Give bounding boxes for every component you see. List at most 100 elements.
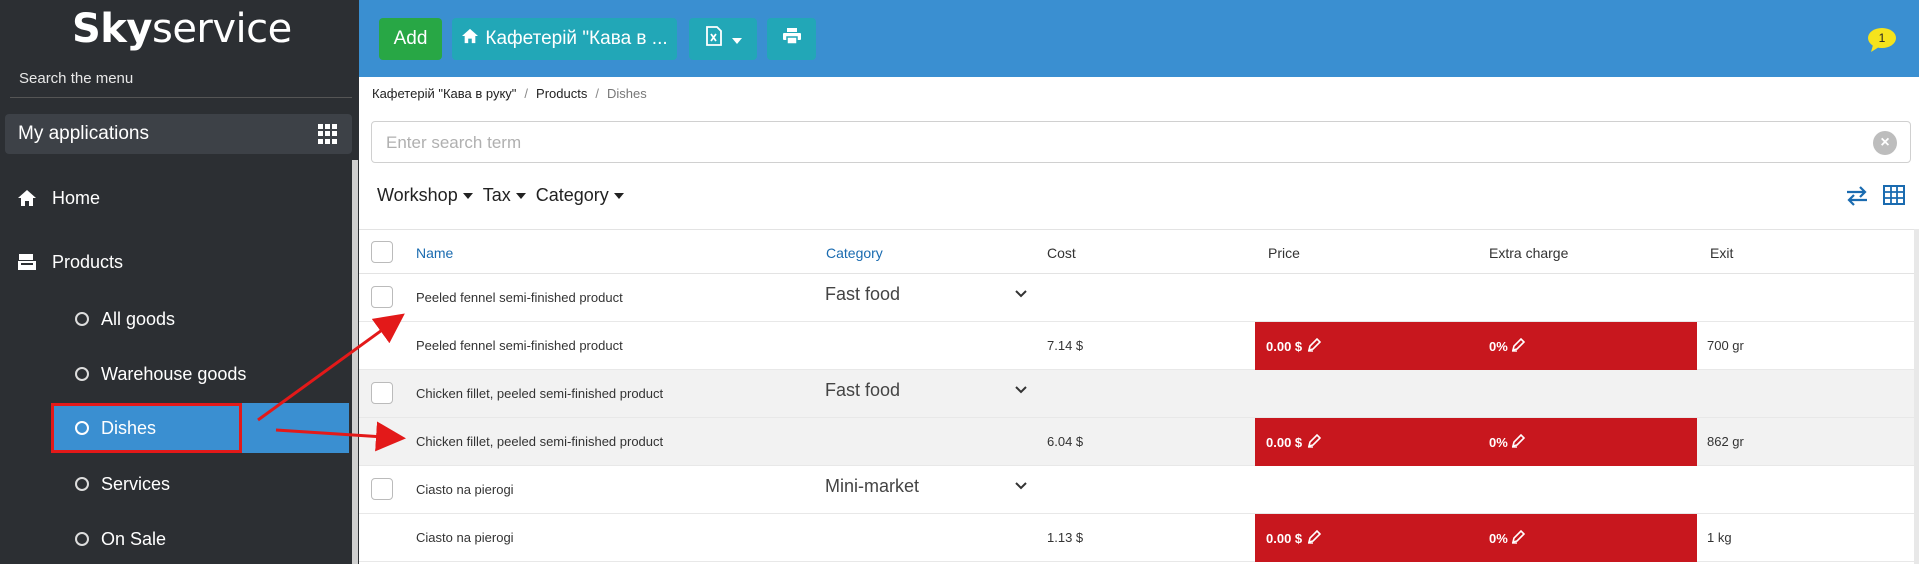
chevron-down-icon	[462, 192, 473, 199]
extra-charge-cell[interactable]: 0%	[1476, 322, 1697, 370]
table-row[interactable]: Ciasto na pierogi 1.13 $ 0.00 $ 0% 1 kg	[359, 514, 1916, 562]
sidebar-item-warehouse-goods[interactable]: Warehouse goods	[51, 349, 349, 399]
sidebar-item-all-goods[interactable]: All goods	[51, 294, 349, 344]
price-cell[interactable]: 0.00 $	[1255, 322, 1476, 370]
row-exit: 700 gr	[1707, 338, 1744, 353]
breadcrumb: Кафетерій "Кава в руку" / Products / Dis…	[372, 86, 647, 101]
sidebar-item-label: All goods	[101, 308, 176, 329]
my-applications-button[interactable]: My applications	[5, 114, 352, 154]
circle-icon	[75, 312, 89, 326]
row-exit: 862 gr	[1707, 434, 1744, 449]
edit-icon[interactable]	[1511, 529, 1525, 547]
row-name: Ciasto na pierogi	[416, 530, 514, 545]
circle-icon	[75, 532, 89, 546]
header-name[interactable]: Name	[416, 245, 454, 261]
row-price: 0.00 $	[1266, 530, 1303, 546]
sidebar: Skyservice Search the menu My applicatio…	[0, 0, 359, 564]
category-select[interactable]: Fast food	[825, 380, 901, 400]
table-row[interactable]: Peeled fennel semi-finished product Fast…	[359, 274, 1916, 322]
header-cost: Cost	[1047, 245, 1076, 261]
sidebar-item-label: Products	[52, 251, 124, 272]
row-price: 0.00 $	[1266, 338, 1303, 354]
row-name: Peeled fennel semi-finished product	[416, 290, 623, 305]
notifications-icon[interactable]: 1	[1867, 27, 1897, 53]
row-name: Ciasto na pierogi	[416, 482, 514, 497]
cash-register-icon	[16, 251, 38, 273]
header-category[interactable]: Category	[826, 245, 883, 261]
circle-icon	[75, 477, 89, 491]
filter-tax[interactable]: Tax	[483, 185, 526, 206]
sidebar-item-label: Home	[52, 187, 101, 208]
extra-charge-cell[interactable]: 0%	[1476, 418, 1697, 466]
row-cost: 7.14 $	[1047, 338, 1084, 353]
table-row[interactable]: Ciasto na pierogi Mini-market	[359, 466, 1916, 514]
page-scrollbar[interactable]	[1914, 229, 1919, 564]
select-all-checkbox[interactable]	[371, 241, 393, 263]
extra-charge-cell[interactable]: 0%	[1476, 514, 1697, 562]
row-extra-charge: 0%	[1489, 338, 1508, 354]
add-button[interactable]: Add	[379, 18, 442, 60]
category-select[interactable]: Fast food	[825, 284, 901, 304]
excel-icon	[705, 26, 723, 52]
edit-icon[interactable]	[1511, 337, 1525, 355]
filter-category[interactable]: Category	[536, 185, 624, 206]
edit-icon[interactable]	[1307, 529, 1322, 547]
swap-icon[interactable]	[1845, 185, 1869, 212]
sidebar-scrollbar[interactable]	[352, 160, 358, 564]
header-exit: Exit	[1710, 245, 1734, 261]
category-select[interactable]: Mini-market	[825, 476, 920, 496]
chevron-down-icon[interactable]	[1015, 478, 1027, 493]
filter-workshop[interactable]: Workshop	[377, 185, 473, 206]
chevron-down-icon	[731, 28, 742, 50]
shop-select-button[interactable]: Кафетерій "Кава в ...	[452, 18, 677, 60]
chevron-down-icon[interactable]	[1015, 382, 1027, 397]
row-cost: 6.04 $	[1047, 434, 1084, 449]
row-extra-charge: 0%	[1489, 434, 1508, 450]
header-price: Price	[1268, 245, 1300, 261]
table-header: Name Category Cost Price Extra charge Ex…	[359, 229, 1916, 274]
search-input[interactable]	[386, 130, 1846, 156]
sidebar-item-label: Services	[101, 473, 171, 494]
print-button[interactable]	[767, 18, 816, 60]
row-checkbox[interactable]	[371, 382, 393, 404]
sidebar-item-on-sale[interactable]: On Sale	[51, 514, 349, 564]
highlight-box	[51, 403, 242, 453]
table-view-icon[interactable]	[1883, 185, 1905, 212]
table-row[interactable]: Chicken fillet, peeled semi-finished pro…	[359, 418, 1916, 466]
edit-icon[interactable]	[1307, 337, 1322, 355]
row-checkbox[interactable]	[371, 478, 393, 500]
sidebar-item-label: On Sale	[101, 528, 167, 549]
table-row[interactable]: Chicken fillet, peeled semi-finished pro…	[359, 370, 1916, 418]
row-price: 0.00 $	[1266, 434, 1303, 450]
edit-icon[interactable]	[1307, 433, 1322, 451]
breadcrumb-products[interactable]: Products	[536, 86, 588, 101]
sidebar-item-home[interactable]: Home	[0, 183, 100, 213]
top-toolbar: Add Кафетерій "Кава в ... 1	[359, 0, 1919, 77]
notifications-count: 1	[1878, 31, 1886, 45]
sidebar-item-label: Dishes	[101, 417, 157, 438]
print-icon	[782, 28, 801, 50]
row-checkbox[interactable]	[371, 286, 393, 308]
edit-icon[interactable]	[1511, 433, 1525, 451]
home-icon	[461, 28, 479, 50]
table-row[interactable]: Peeled fennel semi-finished product 7.14…	[359, 322, 1916, 370]
price-cell[interactable]: 0.00 $	[1255, 514, 1476, 562]
brand-logo[interactable]: Skyservice	[72, 6, 292, 52]
breadcrumb-current: Dishes	[606, 86, 647, 101]
export-excel-button[interactable]	[689, 18, 757, 60]
sidebar-item-label: Warehouse goods	[101, 363, 247, 384]
row-name: Chicken fillet, peeled semi-finished pro…	[416, 434, 664, 449]
close-icon[interactable]: ×	[1873, 131, 1897, 155]
breadcrumb-shop[interactable]: Кафетерій "Кава в руку"	[372, 86, 517, 101]
chevron-down-icon	[515, 192, 526, 199]
chevron-down-icon[interactable]	[1015, 286, 1027, 301]
price-cell[interactable]: 0.00 $	[1255, 418, 1476, 466]
menu-search[interactable]: Search the menu	[19, 70, 134, 87]
view-toggles	[1845, 185, 1905, 212]
sidebar-item-services[interactable]: Services	[51, 459, 349, 509]
circle-icon	[75, 367, 89, 381]
my-applications-label: My applications	[18, 123, 149, 144]
header-extra-charge: Extra charge	[1489, 245, 1569, 261]
row-name: Peeled fennel semi-finished product	[416, 338, 623, 353]
sidebar-item-products[interactable]: Products	[0, 247, 123, 277]
